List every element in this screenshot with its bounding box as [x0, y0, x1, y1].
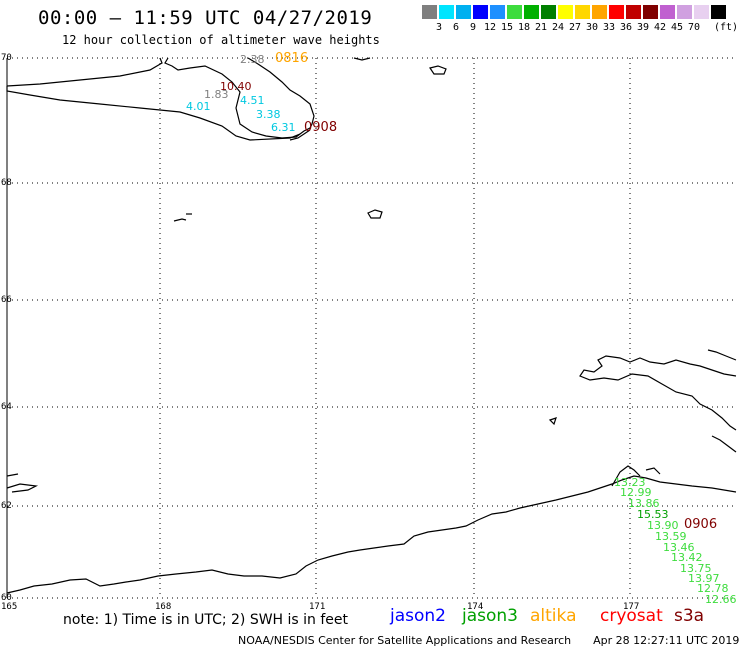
pass-time-label: 0906: [684, 517, 718, 532]
swh-value: 2.38: [240, 53, 265, 66]
lon-label-177: 177: [623, 602, 640, 612]
swh-value: 13.90: [647, 519, 679, 532]
legend-label: 9: [469, 22, 477, 33]
legend-swatch: [558, 5, 573, 19]
swh-value: 3.38: [256, 108, 281, 121]
swh-value: 12.78: [697, 582, 729, 595]
graticule: [7, 57, 736, 599]
legend-label: 27: [568, 22, 582, 33]
legend-swatch: [524, 5, 539, 19]
map-title: 00:00 – 11:59 UTC 04/27/2019: [38, 7, 373, 29]
pass-time-label: 0816: [275, 51, 309, 66]
satellite-key-jason2: jason2: [390, 606, 446, 626]
legend-label: 15: [500, 22, 514, 33]
swh-value: 12.99: [620, 486, 652, 499]
satellite-key-altika: altika: [530, 606, 577, 626]
swh-value: 13.42: [671, 551, 703, 564]
legend-swatch: [422, 5, 437, 19]
legend-label: 39: [636, 22, 650, 33]
legend-swatch: [660, 5, 675, 19]
legend-label: 70: [687, 22, 701, 33]
legend-swatch: [626, 5, 641, 19]
legend-swatch: [575, 5, 590, 19]
lon-label-165: 165: [1, 602, 18, 612]
swh-value: 13.86: [628, 497, 660, 510]
credit-text: NOAA/NESDIS Center for Satellite Applica…: [238, 634, 572, 647]
lat-label-62: 62: [1, 501, 12, 511]
swh-value: 15.53: [637, 508, 669, 521]
lon-label-171: 171: [309, 602, 326, 612]
swh-value: 4.01: [186, 100, 211, 113]
legend-label: 30: [585, 22, 599, 33]
lat-label-64: 64: [1, 402, 12, 412]
legend-label: 45: [670, 22, 684, 33]
legend-swatch: [643, 5, 658, 19]
legend-swatch: [456, 5, 471, 19]
satellite-key-s3a: s3a: [674, 606, 705, 626]
legend-swatch: [711, 5, 726, 19]
legend-swatch: [541, 5, 556, 19]
swh-value: 13.59: [655, 530, 687, 543]
legend-swatch: [490, 5, 505, 19]
legend-swatch: [694, 5, 709, 19]
legend-swatch: [473, 5, 488, 19]
swh-value: 13.97: [688, 572, 720, 585]
legend-swatch: [507, 5, 522, 19]
coastlines: [6, 57, 737, 594]
legend-label: 12: [483, 22, 497, 33]
swh-value: 1.83: [204, 88, 229, 101]
lat-label-70: 70: [1, 53, 12, 63]
generated-timestamp: Apr 28 12:27:11 UTC 2019: [593, 634, 740, 647]
legend-label: 42: [653, 22, 667, 33]
legend-unit: (ft): [714, 22, 739, 33]
lat-label-60: 60: [1, 593, 12, 603]
credit-footer: NOAA/NESDIS Center for Satellite Applica…: [238, 634, 739, 647]
lon-label-168: 168: [155, 602, 172, 612]
legend-label: 33: [602, 22, 616, 33]
swh-value: 12.66: [705, 593, 737, 606]
legend-label: 3: [435, 22, 443, 33]
map-subtitle: 12 hour collection of altimeter wave hei…: [62, 33, 380, 47]
satellite-key-jason3: jason3: [462, 606, 518, 626]
swh-value: 6.31: [271, 121, 296, 134]
legend-label: 36: [619, 22, 633, 33]
swh-value: 10.40: [220, 80, 252, 93]
pass-time-label: 0908: [304, 120, 338, 135]
legend-label: 6: [452, 22, 460, 33]
legend-label: 18: [517, 22, 531, 33]
legend-label: 21: [534, 22, 548, 33]
satellite-key-cryosat: cryosat: [600, 606, 663, 626]
units-note: note: 1) Time is in UTC; 2) SWH is in fe…: [63, 612, 349, 628]
legend-swatch: [609, 5, 624, 19]
swh-value: 13.75: [680, 562, 712, 575]
lon-label-174: 174: [467, 602, 484, 612]
legend-label: 24: [551, 22, 565, 33]
lat-label-68: 68: [1, 178, 12, 188]
legend-swatch: [677, 5, 692, 19]
swh-value: 4.51: [240, 94, 265, 107]
swh-value: 13.46: [663, 541, 695, 554]
legend-swatch: [439, 5, 454, 19]
lat-label-66: 66: [1, 295, 12, 305]
legend-swatch: [592, 5, 607, 19]
swh-value: 13.23: [614, 476, 646, 489]
